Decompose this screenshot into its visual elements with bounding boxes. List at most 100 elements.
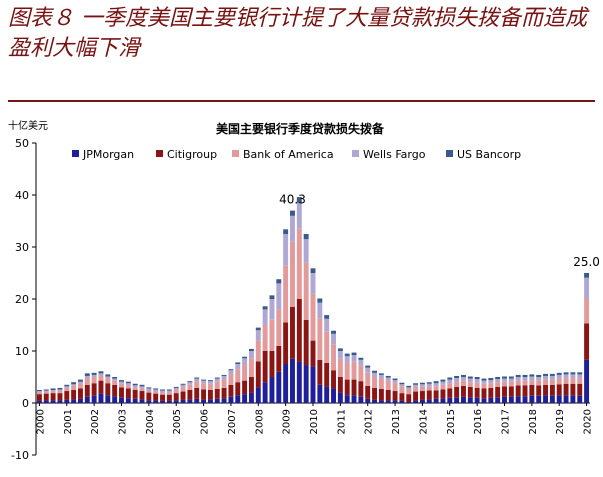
bar-bank-of-america-54 <box>406 388 412 395</box>
bar-bank-of-america-80 <box>584 298 590 324</box>
bar-wells-fargo-38 <box>296 202 302 229</box>
bar-wells-fargo-61 <box>454 378 460 382</box>
bar-citigroup-36 <box>283 322 289 364</box>
bar-citigroup-55 <box>413 391 419 401</box>
bar-citigroup-54 <box>406 394 412 402</box>
x-tick-label-2002: 2002 <box>90 409 101 434</box>
bar-jpmorgan-3 <box>57 400 63 403</box>
bar-us-bancorp-45 <box>344 353 350 357</box>
bar-jpmorgan-47 <box>358 396 364 403</box>
bar-us-bancorp-34 <box>269 295 275 299</box>
bar-us-bancorp-56 <box>419 382 425 385</box>
y-tick-label: 0 <box>22 397 29 410</box>
bar-jpmorgan-5 <box>71 399 77 403</box>
bar-citigroup-34 <box>269 351 275 377</box>
bar-jpmorgan-2 <box>50 400 56 403</box>
bar-wells-fargo-72 <box>529 376 535 381</box>
x-tick-label-2013: 2013 <box>391 409 402 434</box>
bar-us-bancorp-38 <box>296 197 302 203</box>
bar-bank-of-america-9 <box>98 375 104 381</box>
bar-jpmorgan-20 <box>173 400 179 403</box>
bar-bank-of-america-53 <box>399 386 405 394</box>
bar-bank-of-america-2 <box>50 391 56 394</box>
axes: -10 0 10 20 30 40 50 2000 2001 2002 2003 2004 2005 20… <box>11 137 594 462</box>
bar-us-bancorp-43 <box>331 330 336 334</box>
bar-jpmorgan-8 <box>91 395 97 403</box>
bar-jpmorgan-24 <box>201 399 207 403</box>
bar-wells-fargo-46 <box>351 355 357 362</box>
bar-wells-fargo-6 <box>77 381 83 384</box>
bar-jpmorgan-75 <box>549 395 555 403</box>
bar-bank-of-america-69 <box>508 381 514 387</box>
bar-wells-fargo-28 <box>228 370 234 375</box>
bar-us-bancorp-62 <box>461 374 466 377</box>
bar-bank-of-america-4 <box>64 387 70 392</box>
bar-bank-of-america-70 <box>515 380 521 386</box>
annotations: 40.3 25.0 <box>279 193 600 269</box>
x-tick-label-2019: 2019 <box>555 409 566 434</box>
bar-citigroup-65 <box>481 388 487 399</box>
bar-bank-of-america-75 <box>549 379 555 385</box>
bar-citigroup-79 <box>577 383 583 396</box>
bar-us-bancorp-41 <box>317 298 323 303</box>
bar-wells-fargo-42 <box>324 318 330 332</box>
bar-us-bancorp-44 <box>337 348 343 351</box>
chart-title: 美国主要银行季度贷款损失拨备 <box>216 121 385 136</box>
bar-citigroup-8 <box>91 383 97 396</box>
bar-citigroup-70 <box>515 385 521 397</box>
bar-jpmorgan-80 <box>584 359 590 403</box>
bar-wells-fargo-25 <box>207 381 213 384</box>
bar-us-bancorp-65 <box>481 378 487 381</box>
bar-citigroup-41 <box>317 359 323 385</box>
bar-jpmorgan-29 <box>235 395 241 403</box>
bar-wells-fargo-47 <box>358 359 364 366</box>
y-tick-label: 10 <box>15 345 29 358</box>
bar-wells-fargo-64 <box>474 379 480 383</box>
bar-jpmorgan-33 <box>262 382 268 403</box>
bar-wells-fargo-71 <box>522 377 528 381</box>
y-unit-label: 十亿美元 <box>8 119 48 132</box>
bar-jpmorgan-21 <box>180 399 186 403</box>
bar-us-bancorp-55 <box>413 383 419 385</box>
bar-citigroup-58 <box>433 390 439 399</box>
bar-wells-fargo-74 <box>543 375 548 380</box>
bar-wells-fargo-24 <box>201 380 207 384</box>
bar-us-bancorp-5 <box>71 382 77 385</box>
bar-citigroup-17 <box>153 393 159 401</box>
bar-bank-of-america-18 <box>160 392 165 395</box>
bar-us-bancorp-17 <box>153 388 159 390</box>
bar-wells-fargo-32 <box>255 330 261 341</box>
y-tick-label: 50 <box>15 137 29 150</box>
bar-bank-of-america-25 <box>207 383 213 390</box>
bar-jpmorgan-38 <box>296 361 302 403</box>
bar-jpmorgan-58 <box>433 398 439 403</box>
bar-wells-fargo-43 <box>331 333 336 345</box>
bar-citigroup-37 <box>290 306 295 359</box>
bar-bank-of-america-79 <box>577 378 583 384</box>
bar-us-bancorp-63 <box>467 376 473 379</box>
bar-us-bancorp-72 <box>529 374 535 377</box>
bar-jpmorgan-23 <box>194 398 200 403</box>
bar-jpmorgan-43 <box>331 388 336 403</box>
bar-wells-fargo-60 <box>447 379 453 384</box>
bar-bank-of-america-22 <box>187 384 193 390</box>
bar-bank-of-america-0 <box>36 392 42 395</box>
bar-citigroup-32 <box>255 361 261 388</box>
bar-us-bancorp-80 <box>584 273 590 278</box>
bar-wells-fargo-56 <box>419 384 425 387</box>
bar-citigroup-40 <box>310 340 316 367</box>
bar-citigroup-22 <box>187 390 193 400</box>
bar-us-bancorp-70 <box>515 374 521 377</box>
bar-us-bancorp-25 <box>207 380 213 382</box>
bar-us-bancorp-46 <box>351 352 357 356</box>
bar-citigroup-0 <box>36 394 42 401</box>
bar-wells-fargo-5 <box>71 384 77 386</box>
bar-jpmorgan-9 <box>98 393 104 403</box>
bar-us-bancorp-74 <box>543 373 548 376</box>
bar-bank-of-america-65 <box>481 383 487 389</box>
bar-us-bancorp-39 <box>303 234 309 240</box>
bar-citigroup-12 <box>119 387 124 398</box>
legend-swatch-0 <box>72 150 79 157</box>
bar-citigroup-11 <box>112 384 118 397</box>
bar-bank-of-america-45 <box>344 362 350 380</box>
